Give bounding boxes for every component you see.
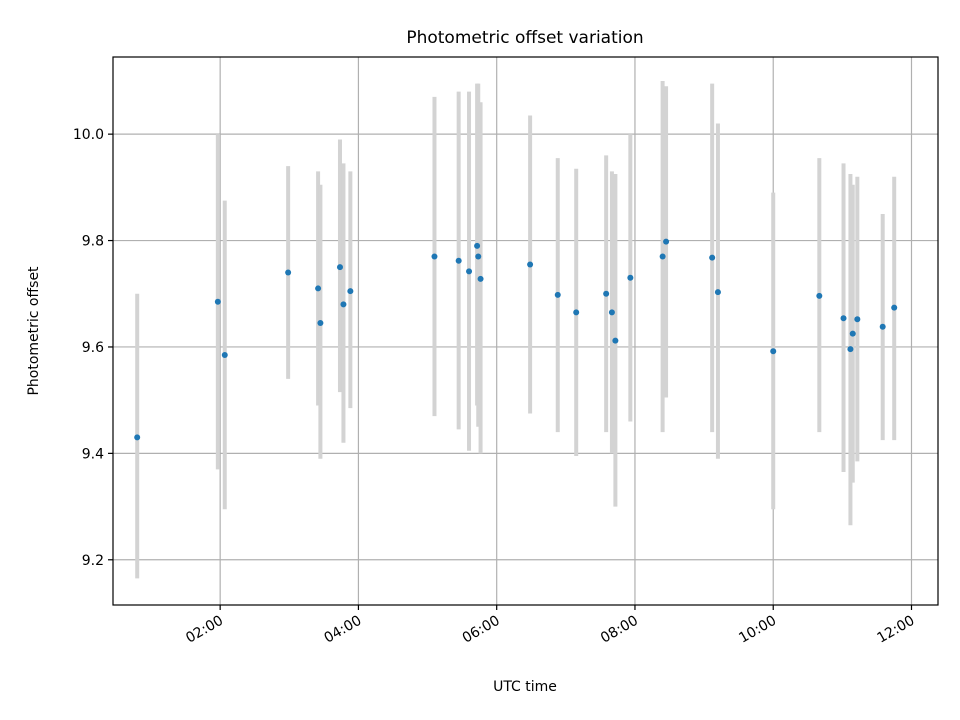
data-point: [214, 298, 221, 305]
chart-title: Photometric offset variation: [406, 28, 643, 48]
plot-area: [113, 57, 938, 605]
y-tick-label: 9.4: [82, 446, 104, 462]
data-point: [659, 253, 666, 260]
data-point: [608, 309, 615, 316]
data-point: [554, 291, 561, 298]
data-point: [285, 269, 292, 276]
y-tick-label: 10.0: [73, 127, 104, 143]
data-point: [573, 309, 580, 316]
data-point: [474, 242, 481, 249]
y-tick-label: 9.8: [82, 234, 104, 250]
data-point: [336, 264, 343, 271]
data-point: [431, 253, 438, 260]
data-point: [879, 323, 886, 330]
y-axis-label: Photometric offset: [26, 266, 42, 396]
data-point: [134, 434, 141, 441]
data-point: [527, 261, 534, 268]
data-point: [663, 238, 670, 245]
data-point: [627, 274, 634, 281]
data-point: [849, 330, 856, 337]
data-point: [315, 285, 322, 292]
y-tick-label: 9.6: [82, 340, 104, 356]
data-point: [770, 348, 777, 355]
data-point: [455, 257, 462, 264]
data-point: [317, 320, 324, 327]
data-point: [816, 292, 823, 299]
plot-frame: [112, 56, 939, 606]
data-point: [709, 254, 716, 261]
data-point: [340, 301, 347, 308]
data-point: [854, 316, 861, 323]
data-points: [134, 238, 898, 441]
data-point: [847, 346, 854, 353]
data-point: [475, 253, 482, 260]
y-tick-label: 9.2: [82, 553, 104, 569]
data-point: [840, 315, 847, 322]
grid: [113, 57, 938, 605]
data-point: [603, 290, 610, 297]
data-point: [466, 268, 473, 275]
x-axis-label: UTC time: [493, 679, 557, 695]
y-axis-ticks: 9.2 9.4 9.6 9.8 10.0: [73, 127, 113, 569]
data-point: [891, 304, 898, 311]
data-point: [347, 288, 354, 295]
data-point: [221, 351, 228, 358]
data-point: [714, 289, 721, 296]
data-point: [612, 337, 619, 344]
data-point: [477, 275, 484, 282]
